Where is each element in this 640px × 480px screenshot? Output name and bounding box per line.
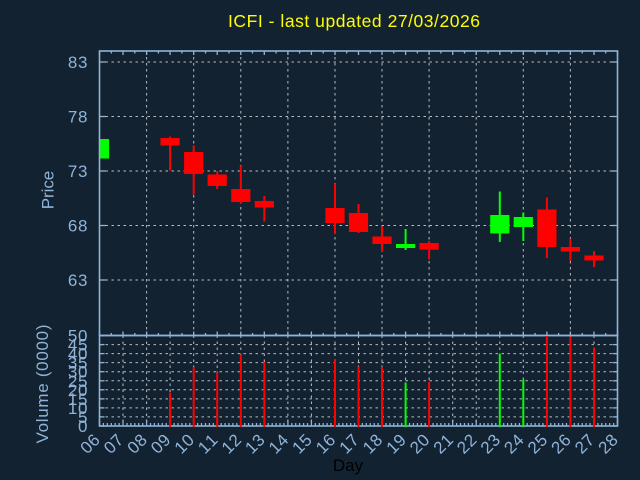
svg-text:50: 50 <box>68 327 88 346</box>
svg-text:Volume (0000): Volume (0000) <box>33 325 52 444</box>
svg-text:73: 73 <box>68 162 88 181</box>
svg-text:5: 5 <box>78 408 87 427</box>
svg-text:30: 30 <box>68 363 88 382</box>
svg-text:20: 20 <box>68 381 88 400</box>
svg-text:68: 68 <box>68 217 88 236</box>
svg-text:10: 10 <box>68 399 88 418</box>
svg-text:ICFI - last updated 27/03/2026: ICFI - last updated 27/03/2026 <box>228 11 480 31</box>
svg-text:0: 0 <box>78 417 87 436</box>
svg-text:78: 78 <box>68 108 88 127</box>
svg-text:83: 83 <box>68 53 88 72</box>
svg-text:15: 15 <box>68 390 88 409</box>
svg-text:Day: Day <box>333 456 364 475</box>
svg-text:35: 35 <box>68 354 88 373</box>
svg-text:45: 45 <box>68 336 88 355</box>
svg-text:40: 40 <box>68 345 88 364</box>
svg-text:25: 25 <box>68 372 88 391</box>
svg-text:Price: Price <box>39 171 58 210</box>
svg-text:63: 63 <box>68 271 88 290</box>
